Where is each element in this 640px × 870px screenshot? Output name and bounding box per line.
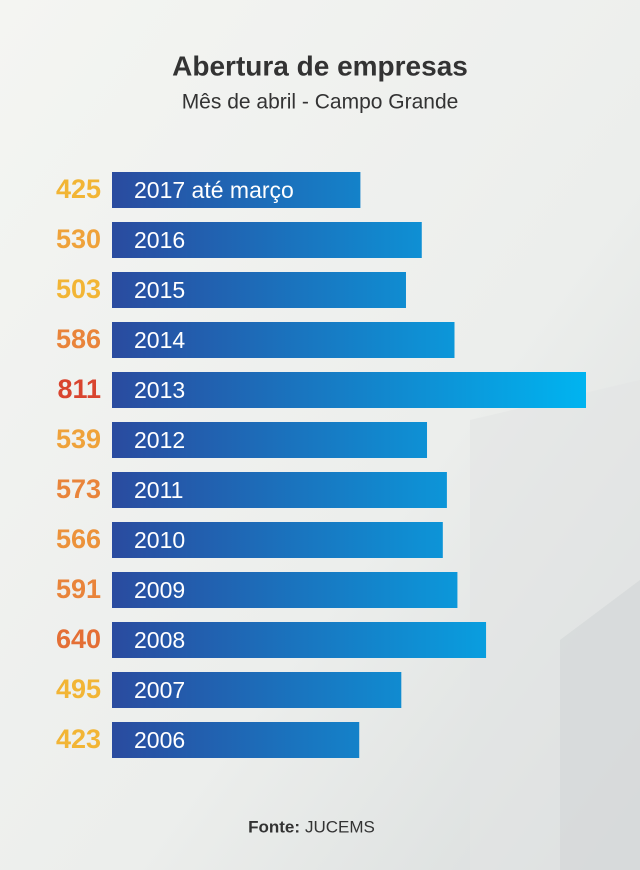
category-label: 2014 — [134, 327, 185, 353]
bar — [112, 322, 455, 358]
bar — [112, 472, 447, 508]
chart-title: Abertura de empresas — [172, 50, 468, 81]
bar — [112, 622, 487, 658]
category-label: 2008 — [134, 627, 185, 653]
value-label: 495 — [56, 674, 101, 704]
bar — [112, 672, 402, 708]
source-label: Fonte: — [248, 817, 300, 836]
value-label: 566 — [56, 524, 101, 554]
category-label: 2010 — [134, 527, 185, 553]
value-label: 423 — [56, 724, 101, 754]
value-label: 640 — [56, 624, 101, 654]
category-label: 2017 até março — [134, 177, 294, 203]
value-label: 591 — [56, 574, 101, 604]
category-label: 2009 — [134, 577, 185, 603]
value-label: 539 — [56, 424, 101, 454]
bar — [112, 522, 443, 558]
category-label: 2013 — [134, 377, 185, 403]
value-label: 811 — [57, 374, 101, 404]
value-label: 503 — [56, 274, 101, 304]
category-label: 2006 — [134, 727, 185, 753]
bar — [112, 272, 406, 308]
bar — [112, 422, 428, 458]
category-label: 2007 — [134, 677, 185, 703]
category-label: 2016 — [134, 227, 185, 253]
category-label: 2015 — [134, 277, 185, 303]
value-label: 425 — [56, 174, 101, 204]
value-label: 573 — [56, 474, 101, 504]
bar — [112, 372, 586, 408]
background-building — [560, 580, 640, 870]
category-label: 2011 — [134, 477, 183, 503]
bar — [112, 572, 458, 608]
bar — [112, 722, 360, 758]
chart-subtitle: Mês de abril - Campo Grande — [182, 91, 459, 114]
value-label: 586 — [56, 324, 101, 354]
bar — [112, 222, 422, 258]
source: JUCEMS — [305, 817, 375, 836]
category-label: 2012 — [134, 427, 185, 453]
bar — [112, 172, 361, 208]
value-label: 530 — [56, 224, 101, 254]
